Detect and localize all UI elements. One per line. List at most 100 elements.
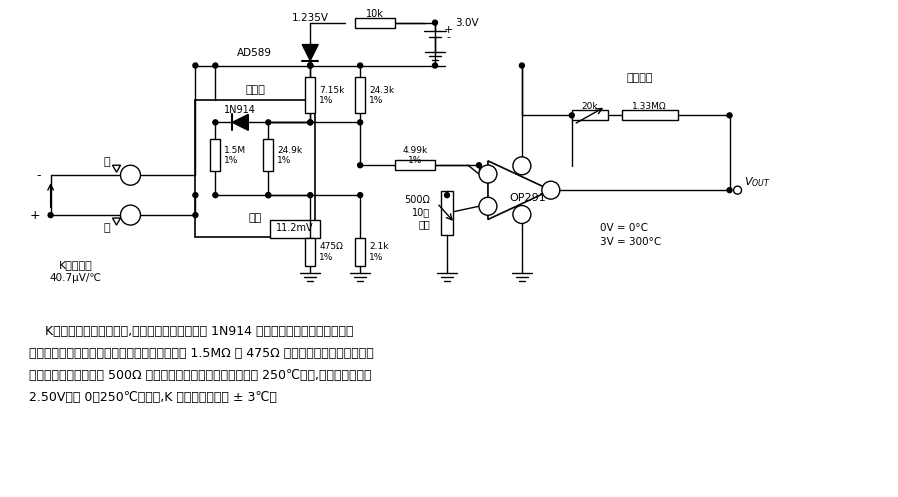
Text: 3: 3 [485, 202, 491, 211]
Text: 镉: 镉 [104, 223, 110, 233]
Text: 500Ω: 500Ω [404, 195, 430, 205]
Text: 冷结: 冷结 [249, 213, 262, 223]
Circle shape [308, 120, 313, 125]
Circle shape [519, 63, 524, 68]
Bar [355, 78, 365, 113]
Text: +: + [444, 25, 453, 35]
Text: -: - [446, 32, 450, 42]
Text: 4.99k
1%: 4.99k 1% [402, 146, 427, 165]
Polygon shape [233, 114, 249, 130]
Text: 3V = 300°C: 3V = 300°C [600, 237, 661, 247]
Text: 11.2mV: 11.2mV [277, 223, 314, 233]
Text: AD589: AD589 [237, 48, 272, 58]
Circle shape [266, 120, 271, 125]
Bar [196, 100, 315, 237]
Text: 隔热块: 隔热块 [245, 85, 265, 95]
Text: K型热电偶: K型热电偶 [58, 260, 92, 270]
Circle shape [357, 63, 363, 68]
Bar [395, 160, 435, 170]
Circle shape [266, 193, 271, 198]
Bar [572, 110, 608, 120]
Circle shape [357, 120, 363, 125]
Text: -: - [483, 164, 488, 176]
Circle shape [213, 63, 218, 68]
Text: +: + [480, 205, 490, 218]
Circle shape [308, 120, 313, 125]
Text: 20k: 20k [582, 102, 598, 111]
Circle shape [48, 213, 53, 218]
Circle shape [308, 63, 313, 68]
Text: +: + [30, 209, 40, 222]
Circle shape [569, 113, 575, 118]
Text: 7.15k
1%: 7.15k 1% [319, 85, 345, 105]
Text: 10k: 10k [366, 8, 384, 19]
Text: 反馈小电压可修正在结上产生的热电动势。通过 1.5MΩ 和 475Ω 送至运放。校准时将热电偶: 反馈小电压可修正在结上产生的热电动势。通过 1.5MΩ 和 475Ω 送至运放。… [29, 347, 374, 360]
Text: 1.235V: 1.235V [292, 12, 329, 23]
Text: 475Ω
1%: 475Ω 1% [319, 243, 343, 262]
Text: 3.0V: 3.0V [455, 17, 479, 28]
Text: 结放在零度冰水中。调 500Ω 使输出为零压；然后将热电偶插入 250℃炉中,调量程供输出为: 结放在零度冰水中。调 500Ω 使输出为零压；然后将热电偶插入 250℃炉中,调… [29, 369, 371, 382]
Circle shape [734, 186, 742, 194]
Circle shape [357, 163, 363, 167]
Text: 40.7μV/℃: 40.7μV/℃ [49, 273, 101, 283]
Bar [441, 191, 453, 235]
Polygon shape [112, 218, 120, 225]
Text: 0V = 0°C: 0V = 0°C [600, 223, 647, 233]
Circle shape [477, 163, 481, 167]
Circle shape [479, 197, 497, 215]
Text: OP291: OP291 [509, 193, 546, 203]
Circle shape [308, 63, 313, 68]
Circle shape [213, 120, 218, 125]
Text: 调零: 调零 [418, 219, 430, 229]
Circle shape [266, 193, 271, 198]
Text: 铝: 铝 [104, 157, 110, 167]
Text: 量程调节: 量程调节 [627, 74, 653, 83]
Bar [355, 18, 395, 28]
Polygon shape [303, 45, 318, 61]
Text: $V_{OUT}$: $V_{OUT}$ [744, 175, 770, 189]
Bar [263, 139, 273, 171]
Text: 24.3k
1%: 24.3k 1% [369, 85, 394, 105]
Circle shape [727, 113, 732, 118]
Text: 1.5M
1%: 1.5M 1% [224, 146, 246, 165]
Text: AL: AL [126, 170, 136, 180]
Bar [270, 220, 321, 238]
Text: 4: 4 [519, 210, 524, 219]
Text: 2.1k
1%: 2.1k 1% [369, 243, 389, 262]
Bar [621, 110, 678, 120]
Circle shape [433, 20, 437, 25]
Circle shape [120, 205, 140, 225]
Polygon shape [488, 161, 550, 220]
Polygon shape [112, 165, 120, 172]
Text: -: - [36, 168, 40, 182]
Text: 8: 8 [519, 162, 524, 170]
Bar [355, 238, 365, 266]
Circle shape [541, 181, 559, 199]
Text: 1.33MΩ: 1.33MΩ [632, 102, 667, 111]
Bar [210, 139, 220, 171]
Text: 1N914: 1N914 [224, 105, 256, 115]
Circle shape [445, 193, 450, 198]
Text: 24.9k
1%: 24.9k 1% [277, 146, 303, 165]
Text: 2.50V。在 0～250℃范围内,K 型热偶的精度为 ± 3℃。: 2.50V。在 0～250℃范围内,K 型热偶的精度为 ± 3℃。 [29, 391, 277, 404]
Circle shape [479, 165, 497, 183]
Text: 2: 2 [485, 169, 490, 178]
Circle shape [308, 193, 313, 198]
Circle shape [357, 193, 363, 198]
Text: CR: CR [125, 211, 136, 220]
Circle shape [193, 193, 198, 198]
Circle shape [193, 63, 198, 68]
Circle shape [433, 63, 437, 68]
Circle shape [308, 63, 313, 68]
Circle shape [727, 188, 732, 193]
Circle shape [513, 157, 531, 175]
Bar [305, 238, 315, 266]
Circle shape [513, 206, 531, 224]
Text: K型热偶端放置隔热块中,热电偶结的环境温度由 1N914 二极管连续控制。二极管通过: K型热偶端放置隔热块中,热电偶结的环境温度由 1N914 二极管连续控制。二极管… [29, 325, 353, 338]
Circle shape [213, 193, 218, 198]
Text: 1: 1 [548, 186, 554, 195]
Text: 10圈: 10圈 [412, 207, 430, 217]
Circle shape [120, 165, 140, 185]
Bar [305, 78, 315, 113]
Circle shape [193, 213, 198, 218]
